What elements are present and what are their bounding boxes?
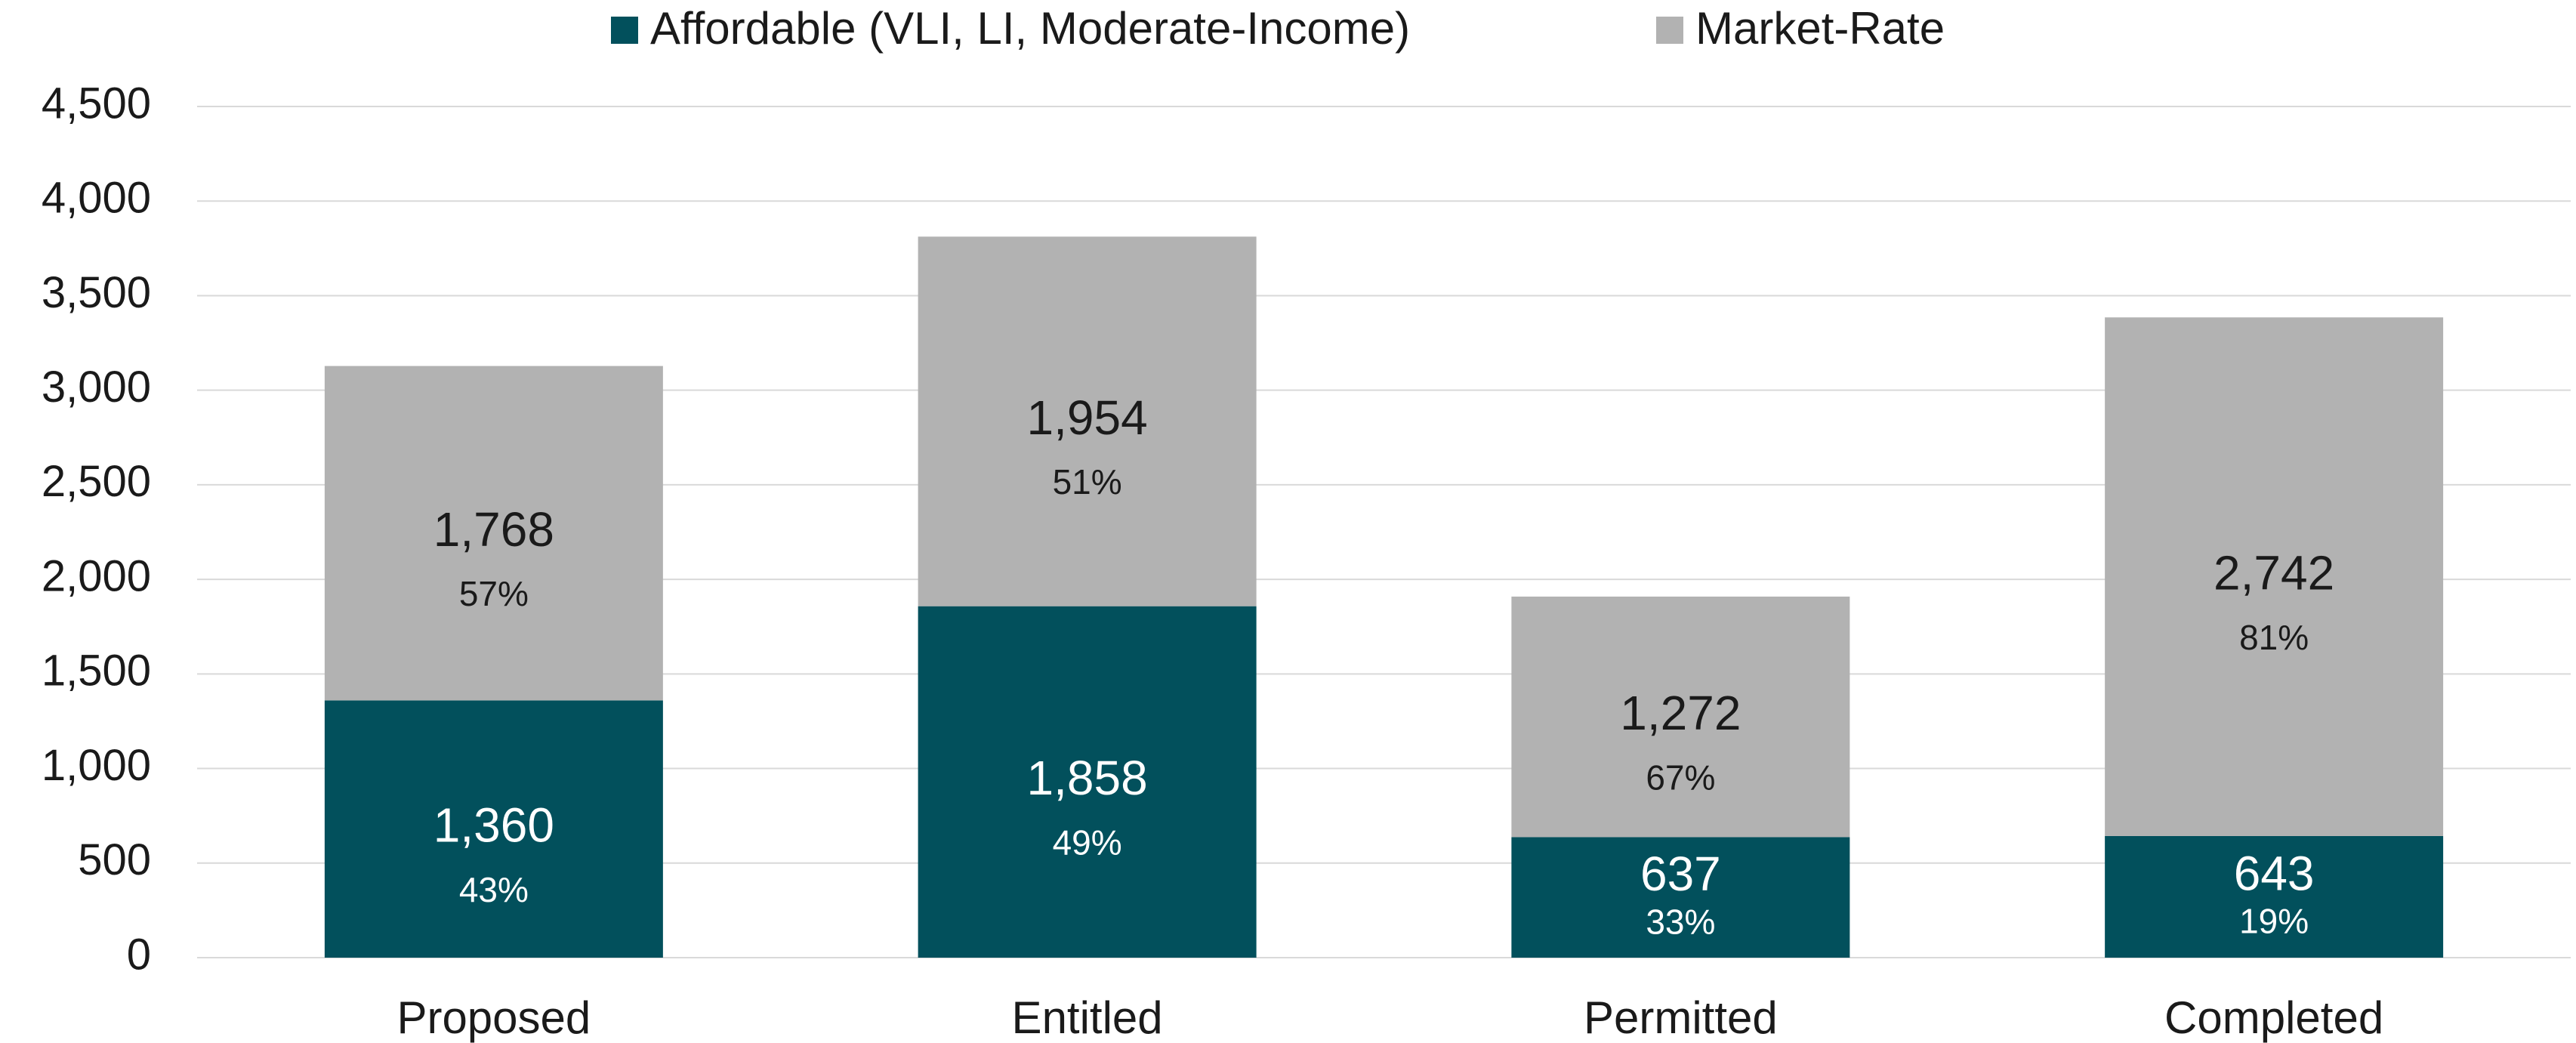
percent-label: 81% xyxy=(2239,618,2309,657)
value-label: 2,742 xyxy=(2214,546,2334,600)
percent-label: 67% xyxy=(1646,758,1715,797)
value-label: 1,858 xyxy=(1027,751,1148,805)
x-tick-label: Proposed xyxy=(396,992,591,1043)
y-tick-label: 500 xyxy=(78,835,151,884)
value-label: 1,360 xyxy=(433,798,554,853)
value-label: 1,954 xyxy=(1027,390,1148,445)
x-tick-label: Entitled xyxy=(1012,992,1163,1043)
percent-label: 43% xyxy=(459,870,529,909)
y-tick-label: 3,000 xyxy=(42,363,151,412)
y-tick-label: 4,500 xyxy=(42,79,151,128)
bar-segment xyxy=(1511,837,1850,958)
value-label: 643 xyxy=(2234,846,2315,900)
bar-segment xyxy=(324,700,663,958)
y-tick-label: 2,500 xyxy=(42,457,151,506)
y-tick-label: 0 xyxy=(127,930,151,979)
bar-segment xyxy=(2105,317,2444,836)
y-tick-label: 2,000 xyxy=(42,551,151,600)
y-tick-label: 3,500 xyxy=(42,268,151,317)
bar-segment xyxy=(324,366,663,701)
bar-segment xyxy=(2105,835,2444,958)
x-tick-label: Permitted xyxy=(1584,992,1778,1043)
bar-segment xyxy=(918,606,1257,958)
percent-label: 19% xyxy=(2239,902,2309,941)
y-tick-label: 4,000 xyxy=(42,174,151,223)
value-label: 1,768 xyxy=(433,502,554,557)
value-label: 1,272 xyxy=(1620,686,1741,740)
percent-label: 51% xyxy=(1053,462,1122,501)
bar-segment xyxy=(918,236,1257,606)
percent-label: 57% xyxy=(459,574,529,613)
percent-label: 49% xyxy=(1053,822,1122,862)
x-tick-label: Completed xyxy=(2164,992,2383,1043)
legend-label: Market-Rate xyxy=(1695,3,1945,54)
legend-swatch xyxy=(611,17,638,44)
y-tick-label: 1,000 xyxy=(42,741,151,790)
legend-label: Affordable (VLI, LI, Moderate-Income) xyxy=(650,3,1410,54)
bar-segment xyxy=(1511,596,1850,838)
y-tick-label: 1,500 xyxy=(42,646,151,696)
value-label: 637 xyxy=(1640,847,1721,901)
legend-swatch xyxy=(1656,17,1683,44)
percent-label: 33% xyxy=(1646,902,1715,941)
